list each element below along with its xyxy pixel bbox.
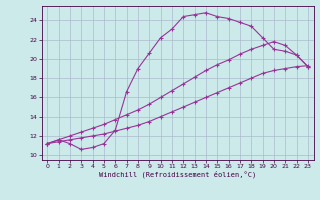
X-axis label: Windchill (Refroidissement éolien,°C): Windchill (Refroidissement éolien,°C) bbox=[99, 171, 256, 178]
